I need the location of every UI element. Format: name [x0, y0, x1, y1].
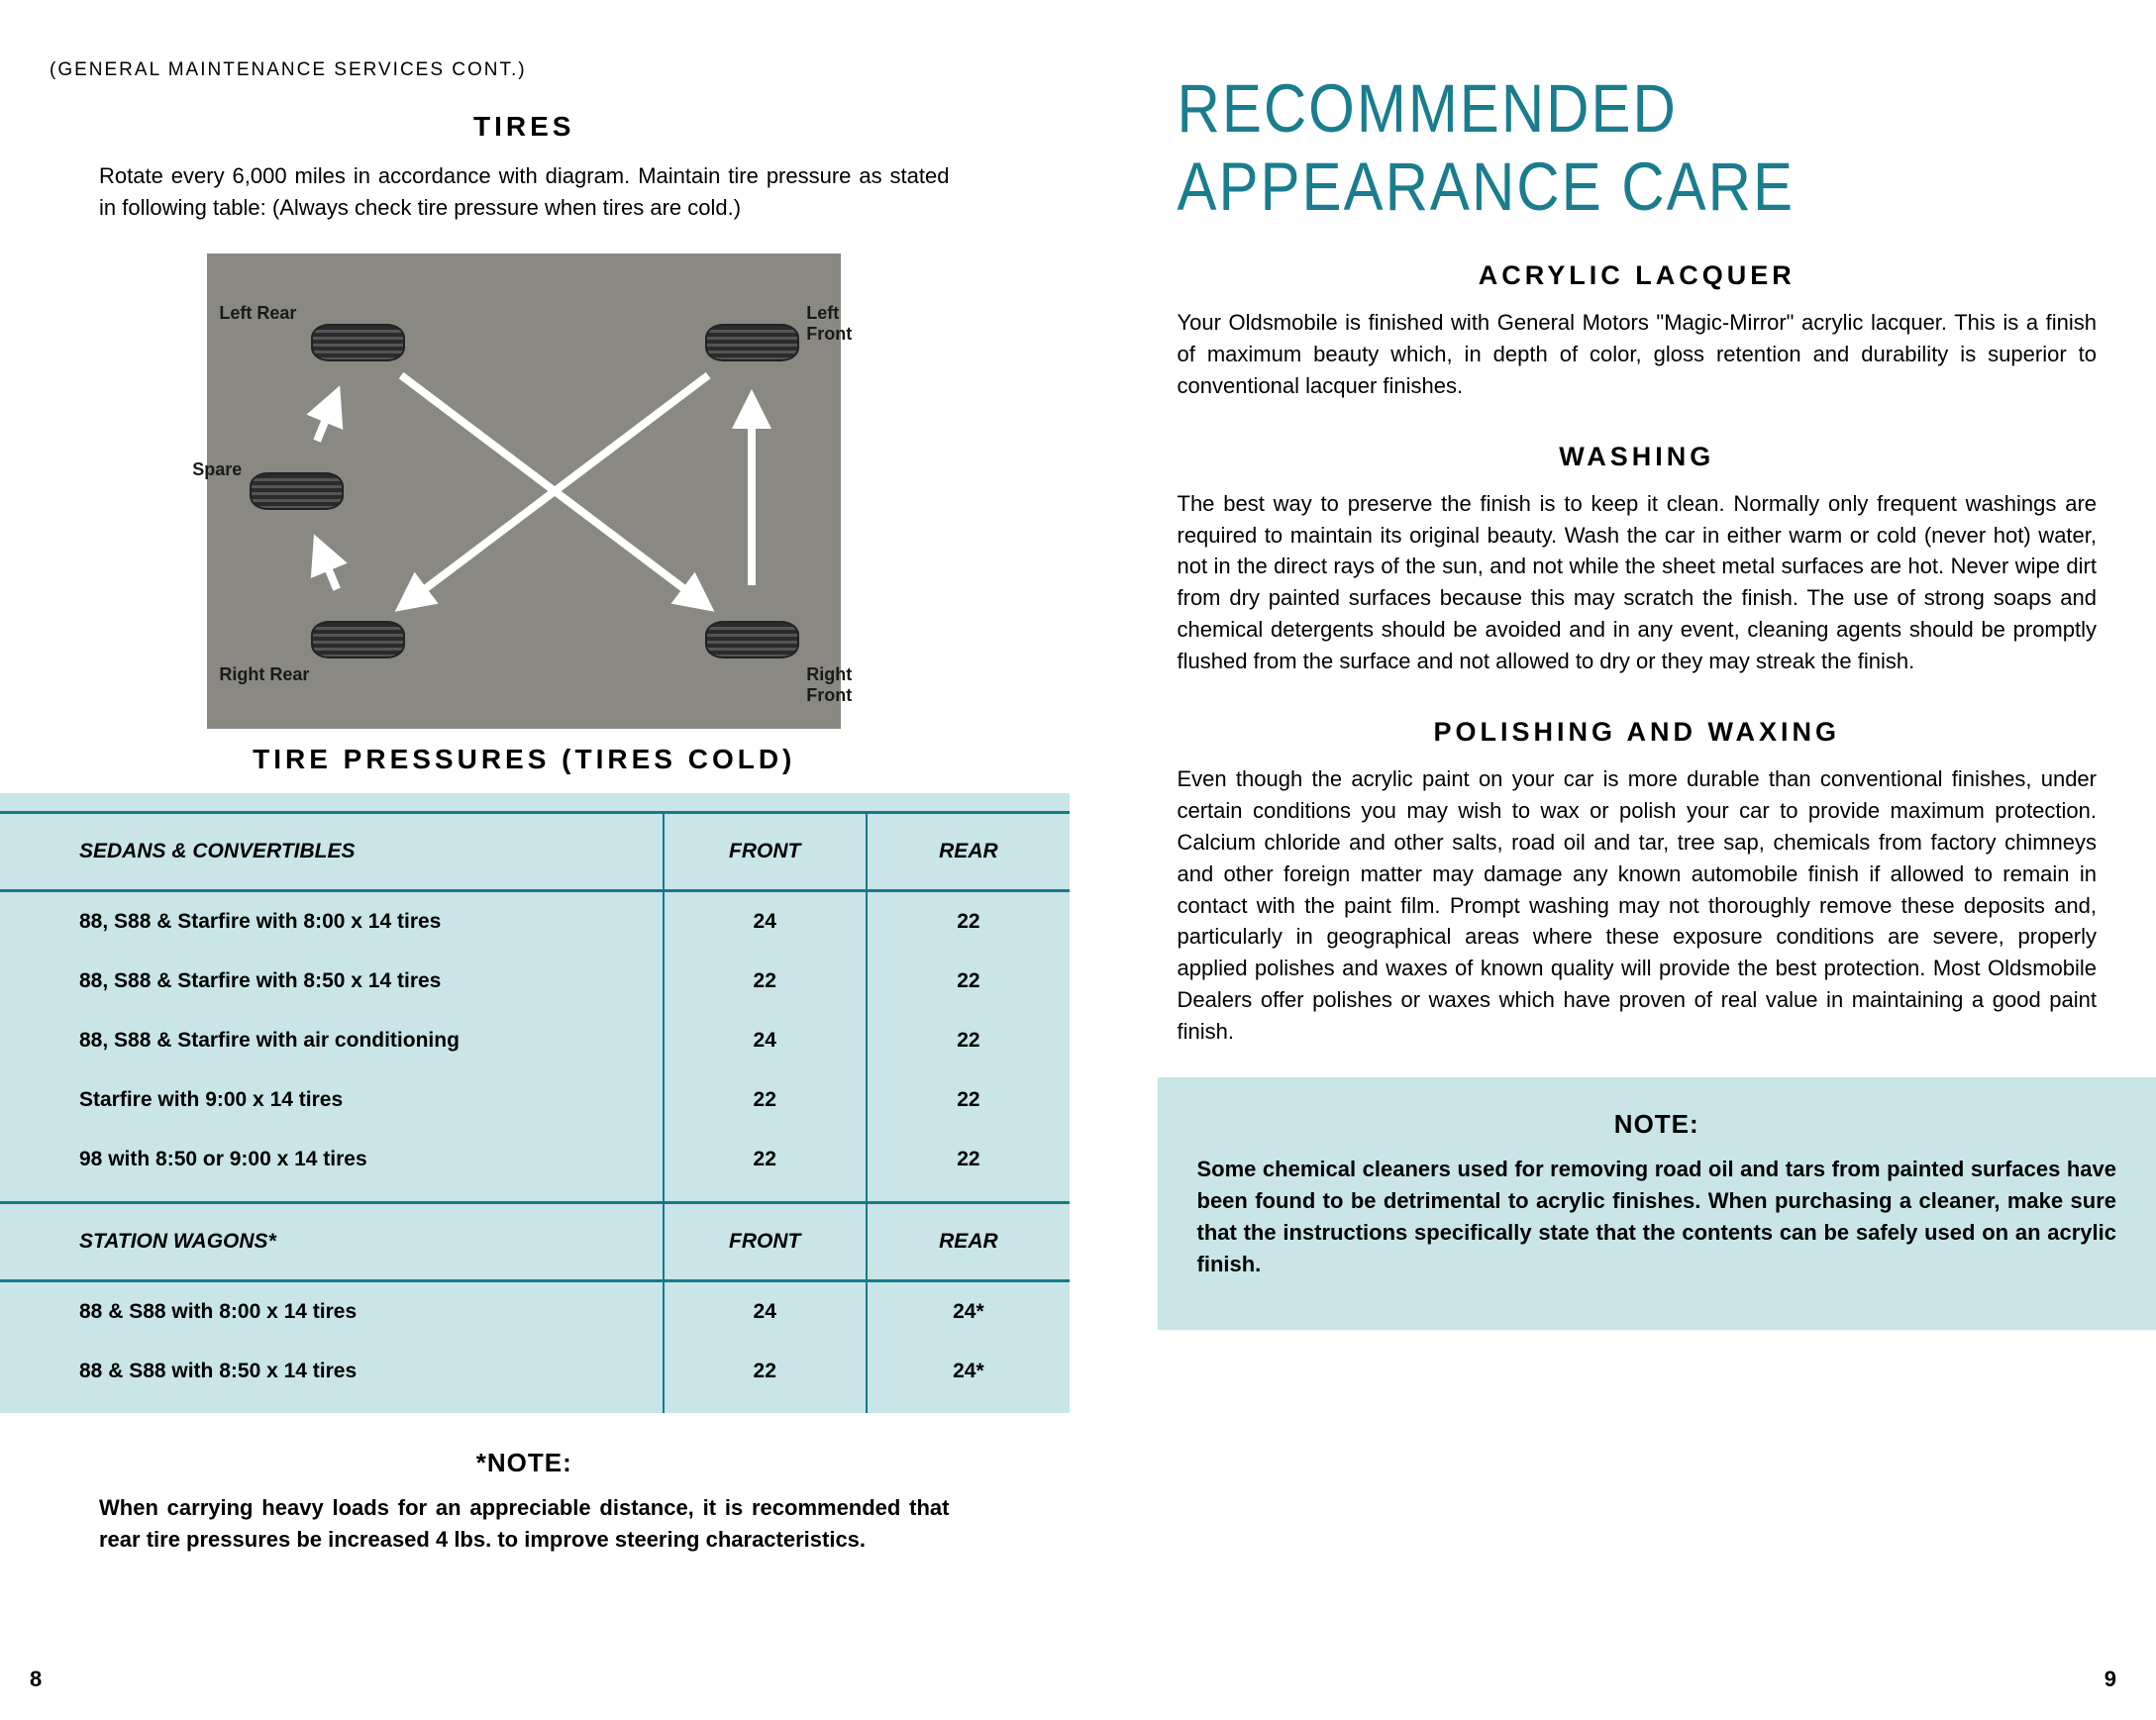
row-rear: 22 — [867, 1070, 1070, 1130]
tires-heading: TIRES — [40, 111, 1009, 143]
tire-pressure-title: TIRE PRESSURES (TIRES COLD) — [40, 744, 1009, 793]
row-desc: 88, S88 & Starfire with 8:00 x 14 tires — [0, 890, 664, 952]
section-heading: ACRYLIC LACQUER — [1178, 260, 2098, 291]
row-desc: Starfire with 9:00 x 14 tires — [0, 1070, 664, 1130]
group-label: STATION WAGONS* — [0, 1202, 664, 1280]
table-row: 88, S88 & Starfire with 8:00 x 14 tires2… — [0, 890, 1070, 952]
table-row: 88, S88 & Starfire with air conditioning… — [0, 1011, 1070, 1070]
right-note-heading: NOTE: — [1197, 1109, 2117, 1140]
col-header-front: FRONT — [664, 812, 867, 890]
right-note-box: NOTE: Some chemical cleaners used for re… — [1158, 1077, 2156, 1330]
row-desc: 98 with 8:50 or 9:00 x 14 tires — [0, 1130, 664, 1203]
row-rear: 24* — [867, 1280, 1070, 1342]
table-row: Starfire with 9:00 x 14 tires2222 — [0, 1070, 1070, 1130]
row-front: 22 — [664, 1130, 867, 1203]
page-number-left: 8 — [30, 1667, 42, 1692]
section-body: Your Oldsmobile is finished with General… — [1178, 307, 2098, 402]
section-heading: POLISHING AND WAXING — [1178, 717, 2098, 748]
section-body: The best way to preserve the finish is t… — [1178, 488, 2098, 677]
section-heading: WASHING — [1178, 442, 2098, 472]
row-desc: 88 & S88 with 8:00 x 14 tires — [0, 1280, 664, 1342]
tire-pressure-table-wrap: SEDANS & CONVERTIBLESFRONTREAR88, S88 & … — [0, 793, 1070, 1413]
table-group-row: STATION WAGONS*FRONTREAR — [0, 1202, 1070, 1280]
section-body: Even though the acrylic paint on your ca… — [1178, 763, 2098, 1048]
row-rear: 22 — [867, 890, 1070, 952]
continuation-header: (GENERAL MAINTENANCE SERVICES CONT.) — [50, 59, 1009, 81]
row-rear: 24* — [867, 1342, 1070, 1413]
col-header-front: FRONT — [664, 1202, 867, 1280]
tire-pressure-table: SEDANS & CONVERTIBLESFRONTREAR88, S88 & … — [0, 811, 1070, 1413]
rotation-arrows — [207, 253, 841, 729]
table-row: 88, S88 & Starfire with 8:50 x 14 tires2… — [0, 952, 1070, 1011]
row-rear: 22 — [867, 952, 1070, 1011]
row-front: 24 — [664, 890, 867, 952]
left-note-body: When carrying heavy loads for an appreci… — [99, 1492, 950, 1556]
row-front: 24 — [664, 1011, 867, 1070]
row-front: 24 — [664, 1280, 867, 1342]
row-rear: 22 — [867, 1011, 1070, 1070]
row-front: 22 — [664, 1342, 867, 1413]
row-desc: 88, S88 & Starfire with air conditioning — [0, 1011, 664, 1070]
arrow-spare-to-left-rear — [317, 393, 337, 441]
row-front: 22 — [664, 1070, 867, 1130]
table-group-row: SEDANS & CONVERTIBLESFRONTREAR — [0, 812, 1070, 890]
row-desc: 88 & S88 with 8:50 x 14 tires — [0, 1342, 664, 1413]
group-label: SEDANS & CONVERTIBLES — [0, 812, 664, 890]
main-title: RECOMMENDED APPEARANCE CARE — [1178, 69, 2098, 227]
row-rear: 22 — [867, 1130, 1070, 1203]
left-note-heading: *NOTE: — [40, 1448, 1009, 1478]
table-row: 88 & S88 with 8:00 x 14 tires2424* — [0, 1280, 1070, 1342]
right-page: RECOMMENDED APPEARANCE CARE ACRYLIC LACQ… — [1078, 0, 2156, 1720]
tires-body: Rotate every 6,000 miles in accordance w… — [99, 160, 950, 224]
left-page: (GENERAL MAINTENANCE SERVICES CONT.) TIR… — [0, 0, 1078, 1720]
right-sections: ACRYLIC LACQUER Your Oldsmobile is finish… — [1178, 260, 2098, 1048]
arrow-right-rear-to-spare — [317, 542, 337, 589]
right-note-body: Some chemical cleaners used for removing… — [1197, 1154, 2117, 1280]
tire-rotation-diagram: Left RearLeft FrontSpareRight RearRight … — [207, 253, 841, 729]
table-row: 88 & S88 with 8:50 x 14 tires2224* — [0, 1342, 1070, 1413]
row-desc: 88, S88 & Starfire with 8:50 x 14 tires — [0, 952, 664, 1011]
col-header-rear: REAR — [867, 1202, 1070, 1280]
page-number-right: 9 — [2105, 1667, 2116, 1692]
table-row: 98 with 8:50 or 9:00 x 14 tires2222 — [0, 1130, 1070, 1203]
row-front: 22 — [664, 952, 867, 1011]
col-header-rear: REAR — [867, 812, 1070, 890]
